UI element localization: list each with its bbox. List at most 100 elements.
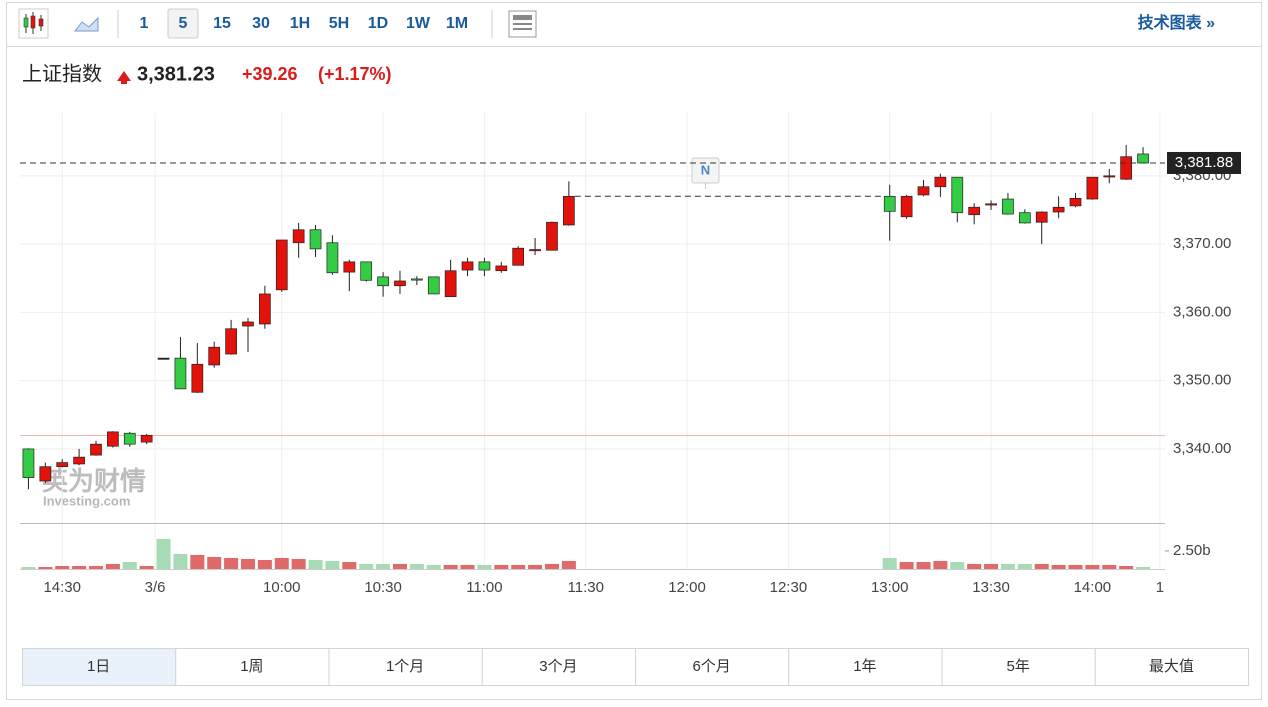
candle-icon[interactable]: [18, 8, 49, 39]
volume-bar: [1051, 564, 1066, 569]
volume-bar: [882, 557, 897, 569]
news-marker-label[interactable]: N: [701, 162, 710, 177]
candle-body: [934, 176, 947, 188]
volume-bar: [443, 564, 458, 569]
volume-bar: [933, 560, 948, 569]
icon-body: [30, 15, 36, 29]
volume-bar: [409, 563, 424, 569]
interval-buttons: 1 5 15 30 1H 5H 1D 1W 1M: [140, 8, 468, 39]
range-tab-label[interactable]: 最大值: [1149, 658, 1194, 675]
candle-body: [478, 261, 491, 271]
volume-bar: [511, 564, 526, 569]
range-tab-label[interactable]: 6个月: [692, 658, 730, 675]
volume-bar: [55, 565, 70, 569]
interval-button[interactable]: 1D: [368, 15, 388, 32]
range-tab[interactable]: [481, 648, 636, 686]
range-tab-label[interactable]: 5年: [1006, 658, 1029, 675]
candle-body: [1018, 212, 1031, 224]
interval-button[interactable]: 1: [140, 15, 149, 32]
x-tick-label: 13:00: [871, 579, 909, 596]
volume-bar: [528, 564, 543, 569]
volume-bar: [950, 562, 965, 569]
candle-body: [512, 247, 525, 266]
volume-bar: [224, 557, 239, 569]
volume-bar: [122, 562, 137, 569]
volume-bar: [1068, 564, 1083, 569]
interval-button[interactable]: 1W: [406, 15, 431, 32]
volume-bar: [1119, 565, 1134, 569]
candle-body: [1137, 153, 1149, 164]
tech-chart-link[interactable]: 技术图表 »: [1138, 13, 1215, 32]
candle-body: [309, 229, 322, 250]
volume-bar: [544, 563, 559, 569]
candle-body: [191, 363, 204, 393]
candle-body: [242, 321, 254, 327]
settings-icon[interactable]: [508, 10, 537, 38]
range-tab[interactable]: [941, 648, 1096, 686]
watermark-subtitle: Investing.com: [43, 493, 130, 508]
volume-bar: [21, 566, 36, 569]
candle-body: [174, 357, 187, 390]
interval-button[interactable]: 1H: [290, 15, 310, 32]
range-tab-label[interactable]: 1周: [240, 658, 263, 675]
line-icon[interactable]: [73, 16, 99, 32]
volume-bar: [376, 563, 391, 569]
volume-bar: [291, 558, 306, 569]
candle-body: [140, 434, 153, 443]
candle-body: [1120, 156, 1133, 180]
range-tab-label[interactable]: 1个月: [386, 658, 424, 675]
interval-selected[interactable]: [167, 8, 199, 39]
candle-body: [157, 357, 170, 360]
range-tab-label[interactable]: 1日: [87, 658, 110, 675]
volume-bar: [359, 563, 374, 569]
candle-body: [968, 206, 981, 216]
range-tab[interactable]: [22, 648, 177, 686]
candle-body: [563, 195, 575, 226]
change: +39.26: [242, 64, 298, 84]
volume-bar: [1034, 563, 1049, 569]
interval-button[interactable]: 5: [179, 15, 188, 32]
watermark-title: 英为财情: [42, 466, 146, 496]
volume-bar: [342, 562, 357, 569]
range-tab[interactable]: [635, 648, 790, 686]
candle-body: [225, 328, 237, 355]
range-tab[interactable]: [328, 648, 483, 686]
candle-body: [495, 265, 508, 272]
candle-body: [22, 448, 35, 478]
candle-body: [259, 293, 271, 325]
interval-button[interactable]: 30: [252, 15, 270, 32]
volume-bar: [426, 564, 441, 569]
x-tick-label: 13:30: [972, 579, 1010, 596]
icon-area[interactable]: [73, 16, 99, 32]
volume-bar: [1000, 563, 1015, 569]
candle-body: [343, 261, 356, 273]
x-tick-label: 11:30: [568, 579, 604, 596]
candle-body: [56, 462, 69, 468]
volume-bar: [308, 559, 323, 569]
volume-bar: [173, 553, 188, 569]
candle-body: [1069, 198, 1082, 207]
icon-bar: [513, 15, 532, 20]
x-tick-label: 11:00: [466, 579, 502, 596]
y-tick-label: 3,340.00: [1173, 440, 1231, 457]
interval-button[interactable]: 5H: [329, 15, 349, 32]
volume-bar: [139, 565, 154, 569]
x-tick-label: 12:30: [770, 579, 808, 596]
range-tabs: 1日 1周 1个月 3个月 6个月 1年 5年 最大值: [22, 648, 1249, 686]
range-tab-label[interactable]: 1年: [853, 658, 876, 675]
x-tick-label: 10:00: [263, 579, 301, 596]
volume-bar: [88, 565, 103, 569]
interval-button[interactable]: 15: [213, 15, 231, 32]
volume-bar: [899, 562, 914, 569]
candle-body: [529, 249, 541, 252]
candle-body: [1052, 206, 1065, 213]
volume-bar: [190, 554, 205, 569]
range-tab[interactable]: [1094, 648, 1249, 686]
range-tab-label[interactable]: 3个月: [539, 658, 577, 675]
y-tick-label: 3,360.00: [1173, 303, 1231, 320]
interval-button[interactable]: 1M: [446, 15, 468, 32]
x-tick-label: 10:30: [364, 579, 402, 596]
volume-bar: [38, 566, 53, 569]
volume-bar: [156, 538, 171, 569]
volume-tick-label: 2.50b: [1173, 542, 1211, 559]
